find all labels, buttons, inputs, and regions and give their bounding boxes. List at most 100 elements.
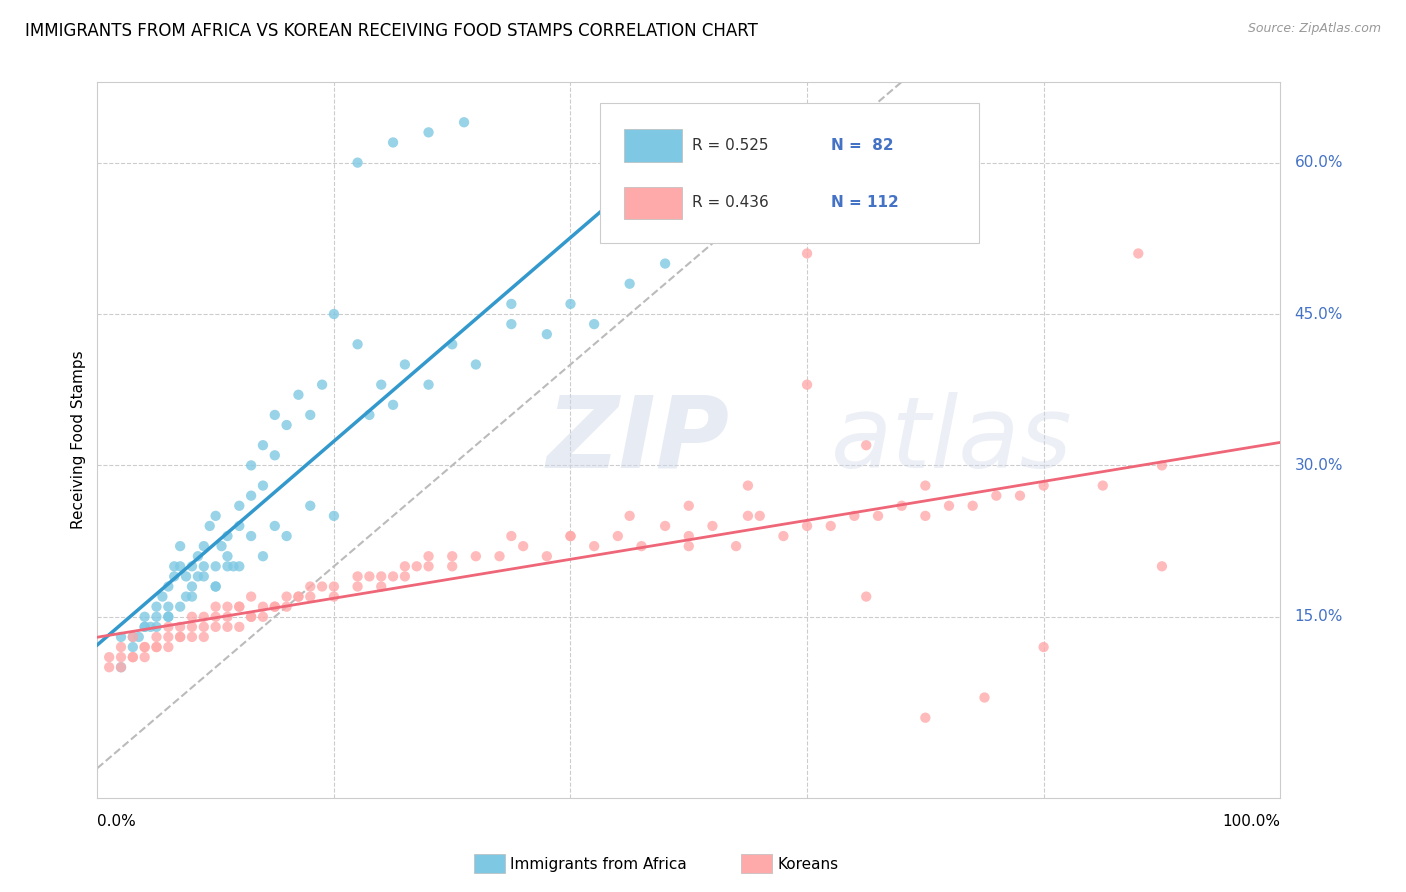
- Point: [193, 620, 215, 634]
- Point: [139, 620, 162, 634]
- Point: [181, 609, 204, 624]
- Point: [222, 559, 245, 574]
- Point: [228, 519, 250, 533]
- Point: [134, 609, 156, 624]
- Point: [619, 508, 641, 523]
- Text: 30.0%: 30.0%: [1295, 458, 1343, 473]
- Point: [276, 529, 298, 543]
- Point: [583, 317, 606, 331]
- Point: [169, 620, 191, 634]
- Point: [702, 519, 724, 533]
- Point: [382, 398, 405, 412]
- Point: [678, 206, 700, 220]
- Point: [512, 539, 534, 553]
- Text: Koreans: Koreans: [778, 857, 838, 871]
- Point: [299, 408, 322, 422]
- Point: [169, 599, 191, 614]
- Point: [193, 569, 215, 583]
- Point: [346, 337, 368, 351]
- Point: [252, 599, 274, 614]
- Point: [228, 499, 250, 513]
- Point: [299, 590, 322, 604]
- Point: [169, 559, 191, 574]
- Point: [228, 559, 250, 574]
- Text: Source: ZipAtlas.com: Source: ZipAtlas.com: [1247, 22, 1381, 36]
- Point: [263, 448, 285, 462]
- Point: [252, 609, 274, 624]
- Point: [560, 297, 582, 311]
- Point: [240, 609, 263, 624]
- Point: [394, 569, 416, 583]
- Point: [359, 408, 381, 422]
- Point: [311, 580, 333, 594]
- Point: [228, 599, 250, 614]
- Point: [198, 519, 221, 533]
- Point: [252, 438, 274, 452]
- Point: [276, 417, 298, 432]
- Point: [145, 640, 167, 654]
- Point: [464, 549, 486, 564]
- Point: [501, 297, 523, 311]
- Point: [181, 620, 204, 634]
- Text: N =  82: N = 82: [831, 138, 893, 153]
- Point: [370, 377, 392, 392]
- Point: [263, 599, 285, 614]
- Point: [252, 549, 274, 564]
- Text: R = 0.525: R = 0.525: [692, 138, 769, 153]
- Point: [287, 388, 309, 402]
- FancyBboxPatch shape: [624, 186, 682, 219]
- Point: [252, 478, 274, 492]
- Point: [973, 690, 995, 705]
- Point: [240, 489, 263, 503]
- Point: [914, 508, 936, 523]
- Point: [193, 609, 215, 624]
- Point: [560, 529, 582, 543]
- Point: [464, 358, 486, 372]
- Point: [121, 630, 143, 644]
- Point: [866, 508, 889, 523]
- Text: 45.0%: 45.0%: [1295, 307, 1343, 321]
- Point: [240, 529, 263, 543]
- Text: IMMIGRANTS FROM AFRICA VS KOREAN RECEIVING FOOD STAMPS CORRELATION CHART: IMMIGRANTS FROM AFRICA VS KOREAN RECEIVI…: [25, 22, 758, 40]
- Point: [796, 519, 818, 533]
- Point: [844, 508, 866, 523]
- Point: [145, 630, 167, 644]
- Point: [110, 660, 132, 674]
- Point: [204, 580, 226, 594]
- Text: N = 112: N = 112: [831, 195, 898, 211]
- Point: [240, 609, 263, 624]
- Point: [204, 620, 226, 634]
- Point: [962, 499, 984, 513]
- Point: [441, 337, 464, 351]
- Point: [98, 650, 121, 665]
- Point: [501, 317, 523, 331]
- Point: [204, 559, 226, 574]
- Point: [193, 559, 215, 574]
- Point: [169, 539, 191, 553]
- Point: [359, 569, 381, 583]
- Point: [394, 559, 416, 574]
- Point: [240, 458, 263, 473]
- Point: [1150, 458, 1173, 473]
- Point: [986, 489, 1008, 503]
- Point: [145, 640, 167, 654]
- Point: [370, 580, 392, 594]
- Point: [938, 499, 960, 513]
- Point: [204, 609, 226, 624]
- Point: [583, 539, 606, 553]
- Point: [217, 559, 239, 574]
- Point: [157, 640, 180, 654]
- Point: [654, 256, 676, 270]
- Point: [1128, 246, 1150, 260]
- Point: [382, 136, 405, 150]
- Point: [346, 569, 368, 583]
- Point: [737, 478, 759, 492]
- Point: [890, 499, 912, 513]
- Point: [619, 277, 641, 291]
- Point: [187, 569, 209, 583]
- Point: [405, 559, 427, 574]
- Point: [181, 590, 204, 604]
- Point: [217, 529, 239, 543]
- Text: atlas: atlas: [831, 392, 1073, 489]
- Point: [157, 630, 180, 644]
